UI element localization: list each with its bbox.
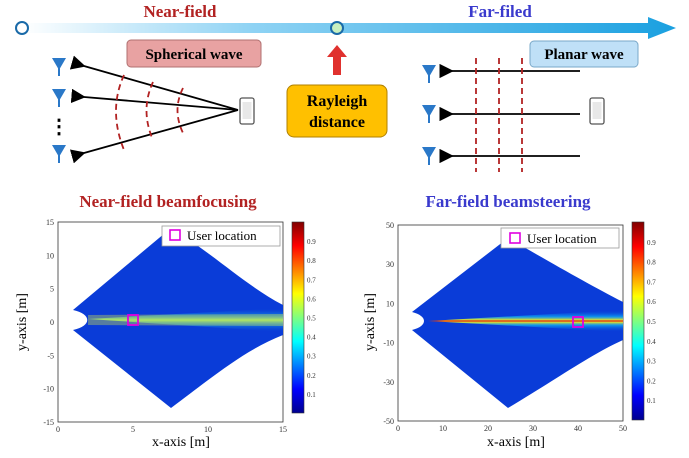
y-tick-label: -10 <box>43 385 54 394</box>
antenna-icon <box>422 65 436 83</box>
colorbar-tick-label: 0.4 <box>647 338 656 346</box>
antenna-icon <box>52 58 66 76</box>
distance-axis <box>15 17 676 39</box>
y-tick-label: -15 <box>43 418 54 427</box>
colorbar-tick-label: 0.6 <box>307 295 316 303</box>
chart1-xlabel: x-axis [m] <box>152 435 210 450</box>
planar-wave-label: Planar wave <box>544 47 624 63</box>
antenna-icon <box>52 145 66 163</box>
planar-wavefronts <box>475 58 523 172</box>
near-field-antennas <box>52 58 66 163</box>
chart2-user-location-marker <box>572 316 584 328</box>
colorbar-tick-label: 0.5 <box>307 315 316 323</box>
rayleigh-line1: Rayleigh <box>307 93 368 110</box>
x-tick-label: 10 <box>439 424 447 433</box>
spherical-wave-box <box>126 39 262 68</box>
y-tick-label: -5 <box>47 351 54 360</box>
chart1-title: Near-field beamfocusing <box>79 192 257 211</box>
y-tick-label: -50 <box>383 417 394 426</box>
rayleigh-line2: distance <box>309 114 365 131</box>
chart2-xlabel: x-axis [m] <box>487 435 545 450</box>
chart1-ylabel: y-axis [m] <box>15 293 30 351</box>
chart1-legend: User location <box>161 225 281 247</box>
chart2-ylabel: y-axis [m] <box>363 293 378 351</box>
colorbar-tick-label: 0.3 <box>307 353 316 361</box>
colorbar-tick-label: 0.8 <box>647 259 656 267</box>
rayleigh-marker <box>330 21 344 35</box>
colorbar-tick-label: 0.9 <box>307 238 316 246</box>
chart2-title: Far-field beamsteering <box>425 192 591 211</box>
colorbar-tick-label: 0.8 <box>307 257 316 265</box>
antenna-icon <box>422 147 436 165</box>
spherical-wavefronts <box>115 74 184 151</box>
chart2-plot: User location 50 30 10 -10 -30 -50 0 10 20 30 40 5… <box>363 221 656 450</box>
y-tick-label: -10 <box>383 339 394 348</box>
chart1-colorbar <box>291 221 305 414</box>
antenna-icon <box>52 89 66 107</box>
colorbar-tick-label: 0.7 <box>307 276 316 284</box>
spherical-wave-label: Spherical wave <box>145 47 242 63</box>
y-tick-label: 50 <box>386 221 394 230</box>
planar-wave-box <box>529 40 639 68</box>
x-tick-label: 10 <box>204 425 212 434</box>
x-tick-label: 30 <box>529 424 537 433</box>
x-tick-label: 5 <box>131 425 135 434</box>
phone-icon <box>589 97 605 125</box>
near-field-label: Near-field <box>143 2 217 21</box>
chart1-heatmap <box>73 228 283 408</box>
x-tick-label: 0 <box>56 425 60 434</box>
antenna-icon <box>422 105 436 123</box>
far-field-label: Far-filed <box>468 2 532 21</box>
rayleigh-box <box>286 84 388 138</box>
y-tick-label: 0 <box>50 318 54 327</box>
colorbar-tick-label: 0.6 <box>647 298 656 306</box>
chart2-colorbar <box>631 221 645 421</box>
near-field-rays <box>69 55 239 164</box>
x-tick-label: 15 <box>279 425 287 434</box>
colorbar-tick-label: 0.2 <box>647 377 656 385</box>
colorbar-tick-label: 0.1 <box>307 391 316 399</box>
y-tick-label: 15 <box>46 218 54 227</box>
phone-icon <box>239 97 255 125</box>
chart2-legend: User location <box>500 227 620 249</box>
chart2-legend-label: User location <box>527 231 597 246</box>
axis-origin-marker <box>15 21 29 35</box>
x-tick-label: 20 <box>484 424 492 433</box>
far-field-rays <box>439 63 580 164</box>
chart1-user-location-marker <box>127 314 139 326</box>
y-tick-label: 5 <box>50 285 54 294</box>
far-field-antennas <box>422 65 436 165</box>
ellipsis: ⋮ <box>49 116 69 138</box>
colorbar-tick-label: 0.2 <box>307 372 316 380</box>
x-tick-label: 50 <box>619 424 627 433</box>
rayleigh-arrow-icon <box>327 45 347 75</box>
chart1-plot: User location 15 10 5 0 -5 -10 -15 0 5 10 15 x-ax… <box>15 218 316 450</box>
colorbar-tick-label: 0.1 <box>647 397 656 405</box>
colorbar-tick-label: 0.4 <box>307 334 316 342</box>
colorbar-tick-label: 0.5 <box>647 318 656 326</box>
x-tick-label: 0 <box>396 424 400 433</box>
colorbar-tick-label: 0.9 <box>647 239 656 247</box>
colorbar-tick-label: 0.7 <box>647 278 656 286</box>
y-tick-label: 30 <box>386 260 394 269</box>
x-tick-label: 40 <box>574 424 582 433</box>
y-tick-label: 10 <box>386 299 394 308</box>
y-tick-label: -30 <box>383 378 394 387</box>
y-tick-label: 10 <box>46 251 54 260</box>
colorbar-tick-label: 0.3 <box>647 358 656 366</box>
chart1-legend-label: User location <box>187 228 257 243</box>
